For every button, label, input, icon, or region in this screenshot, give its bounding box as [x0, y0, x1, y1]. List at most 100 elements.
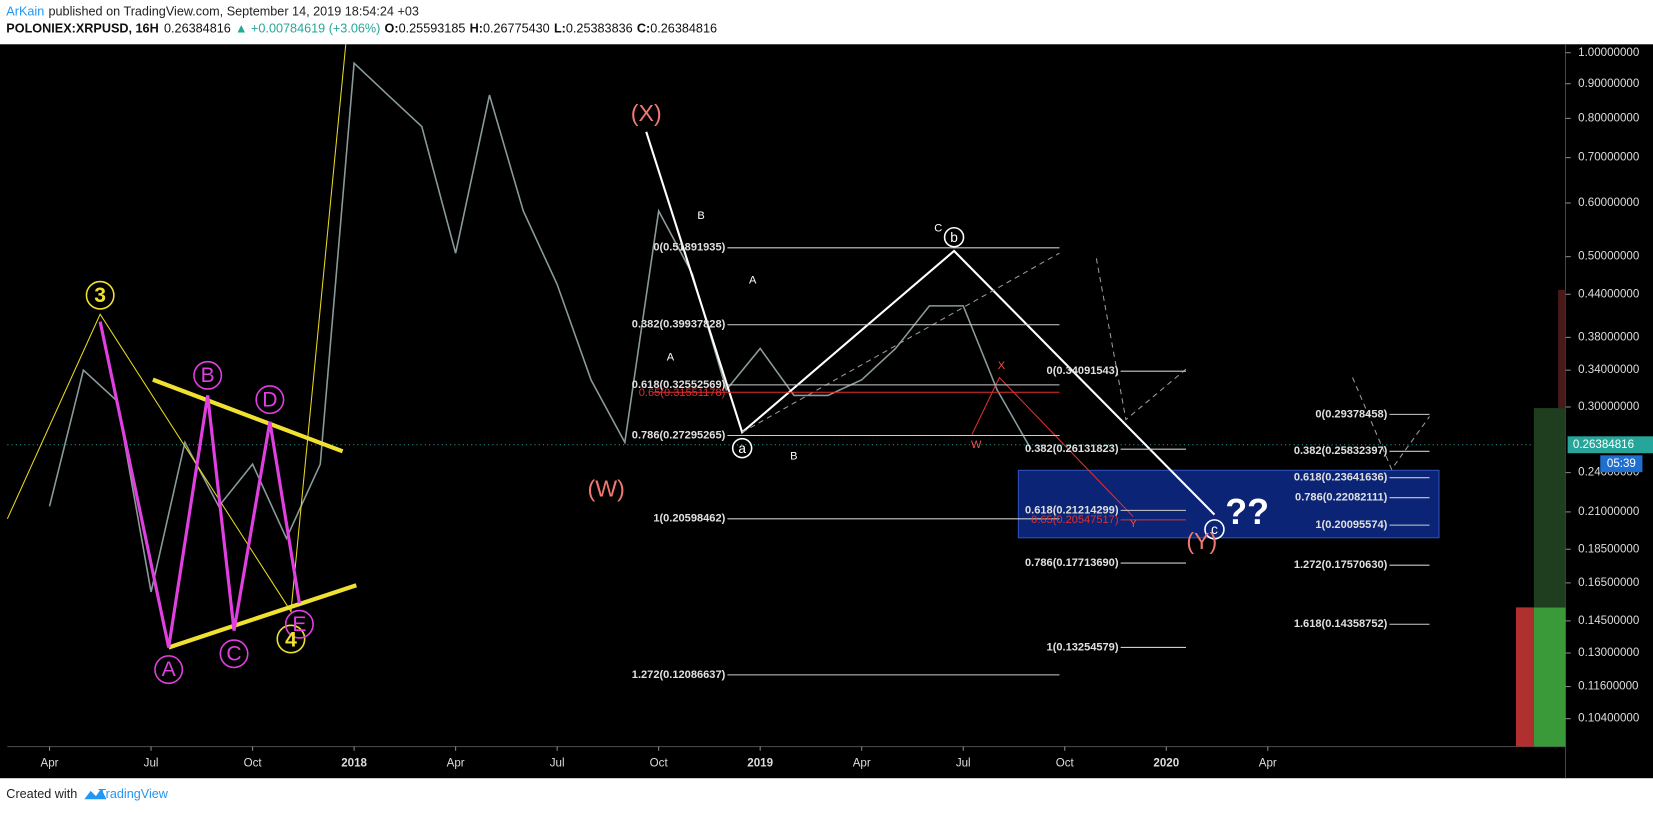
label-circle: [154, 655, 184, 685]
channel-line: [741, 252, 1060, 433]
sub-label: B: [697, 210, 704, 222]
sub-label: X: [998, 360, 1006, 372]
sub-label: C: [934, 223, 942, 235]
wave-line: [645, 131, 1216, 516]
wave-label: (Y): [1186, 528, 1217, 554]
y-tick-label: 0.70000000: [1578, 152, 1639, 164]
x-tick-label: Oct: [650, 758, 669, 770]
symbol-line: POLONIEX:XRPUSD, 16H 0.26384816 ▲ +0.00784…: [6, 22, 717, 36]
labels: 3 4 A B C D E (X) (W) (Y) a b c ?? B A A…: [94, 100, 1269, 681]
countdown: 05:39: [1607, 458, 1636, 470]
ohlc-label: L:: [554, 22, 566, 36]
fib-label: 1(0.13254579): [1047, 641, 1119, 653]
sub-label: B: [790, 451, 797, 463]
y-tick-label: 0.21000000: [1578, 506, 1639, 518]
plot: 1.00000000 0.90000000 0.80000000 0.70000000…: [7, 47, 1653, 770]
label-circle: [276, 624, 306, 654]
profile-bar: [1533, 607, 1566, 747]
wave-label: B: [201, 364, 215, 387]
wave-label: 3: [94, 284, 106, 307]
y-tick-label: 0.34000000: [1578, 364, 1639, 376]
fib-label: 1(0.20095574): [1315, 519, 1387, 531]
y-tick-label: 0.80000000: [1578, 112, 1639, 124]
fib-label: 1(0.20598462): [653, 513, 725, 525]
sub-label: Y: [1130, 518, 1138, 530]
fib-label: 0.382(0.26131823): [1025, 443, 1119, 455]
wave-label: 4: [285, 629, 297, 652]
fib-label: 0.65(0.31551178): [639, 387, 726, 399]
last-price-box: [1567, 436, 1653, 454]
x-tick-label: Apr: [1259, 758, 1277, 770]
wave-label: D: [262, 388, 277, 411]
brand: TradingView: [98, 787, 168, 801]
x-tick-label: Jul: [956, 758, 971, 770]
author: ArKain: [6, 5, 44, 19]
x-tick-label: 2020: [1153, 758, 1179, 770]
y-tick-label: 0.44000000: [1578, 288, 1639, 300]
fib-label: 0(0.34091543): [1047, 365, 1119, 377]
label-circle: [284, 609, 314, 639]
projection: [1095, 258, 1187, 421]
ohlc-value: 0.25383836: [566, 22, 633, 36]
y-tick-label: 0.50000000: [1578, 251, 1639, 263]
fib-label: 1.272(0.12086637): [632, 669, 726, 681]
ohlc-label: C:: [637, 22, 650, 36]
fib-label: 0.65(0.20547517): [1031, 514, 1118, 526]
sub-label: A: [749, 274, 757, 286]
wave-label: c: [1211, 522, 1218, 537]
y-tick-label: 0.90000000: [1578, 78, 1639, 90]
published: published on TradingView.com, September …: [48, 5, 418, 19]
label-circle: [1204, 519, 1225, 540]
wave-line: [98, 321, 301, 648]
profile-bar: [1533, 408, 1566, 608]
drawings: [6, 44, 1566, 747]
trend-line: [168, 583, 357, 650]
sub-label: A: [667, 351, 675, 363]
price-line: [48, 61, 1032, 593]
profile-bar: [1558, 289, 1566, 409]
label-circle: [255, 385, 285, 415]
footer: Created with TradingView: [6, 787, 168, 801]
y-tick-label: 1.00000000: [1578, 47, 1639, 59]
ohlc-value: 0.26384816: [650, 22, 717, 36]
fib-label: 0.786(0.22082111): [1295, 492, 1388, 504]
label-circle: [193, 360, 223, 390]
last: 0.26384816: [164, 22, 231, 36]
x-tick-label: Jul: [144, 758, 159, 770]
label-circle: [943, 226, 965, 248]
profile-bar: [1515, 607, 1534, 747]
y-tick-label: 0.10400000: [1578, 713, 1639, 725]
ohlc-value: 0.26775430: [483, 22, 550, 36]
wave-label: A: [162, 658, 177, 681]
fib-label: 0.382(0.25832397): [1294, 445, 1388, 457]
fib-label: 0.786(0.27295265): [632, 429, 726, 441]
trend-line: [6, 44, 347, 614]
target-box: [1017, 469, 1440, 539]
projection: [1352, 377, 1430, 471]
last-price-label: 0.26384816: [1573, 439, 1634, 451]
label-circle: [85, 280, 115, 310]
fib-label: 0(0.51891935): [653, 242, 725, 254]
fib-label: 0.786(0.17713690): [1025, 557, 1119, 569]
brand-icon: [84, 788, 107, 800]
x-tick-label: Apr: [447, 758, 465, 770]
wave-label: a: [738, 441, 746, 456]
y-tick-label: 0.16500000: [1578, 577, 1639, 589]
label-circle: [219, 639, 249, 669]
y-tick-label: 0.11600000: [1578, 681, 1638, 693]
sub-label: W: [971, 439, 982, 451]
x-tick-label: Oct: [1056, 758, 1075, 770]
chart-bg: [0, 44, 1653, 779]
fib-label: 0.618(0.23641636): [1294, 472, 1388, 484]
y-tick-label: 0.60000000: [1578, 197, 1639, 209]
fib-levels: 0(0.51891935) 0.382(0.39937828) 0.618(0.32…: [632, 242, 1430, 681]
trend-line: [152, 377, 344, 454]
x-tick-label: Oct: [244, 758, 263, 770]
label-circle: [731, 437, 753, 459]
fib-label: 0.382(0.39937828): [632, 319, 726, 331]
footer-text: Created with: [6, 787, 77, 801]
x-tick-label: 2019: [747, 758, 773, 770]
x-tick-label: Apr: [41, 758, 59, 770]
